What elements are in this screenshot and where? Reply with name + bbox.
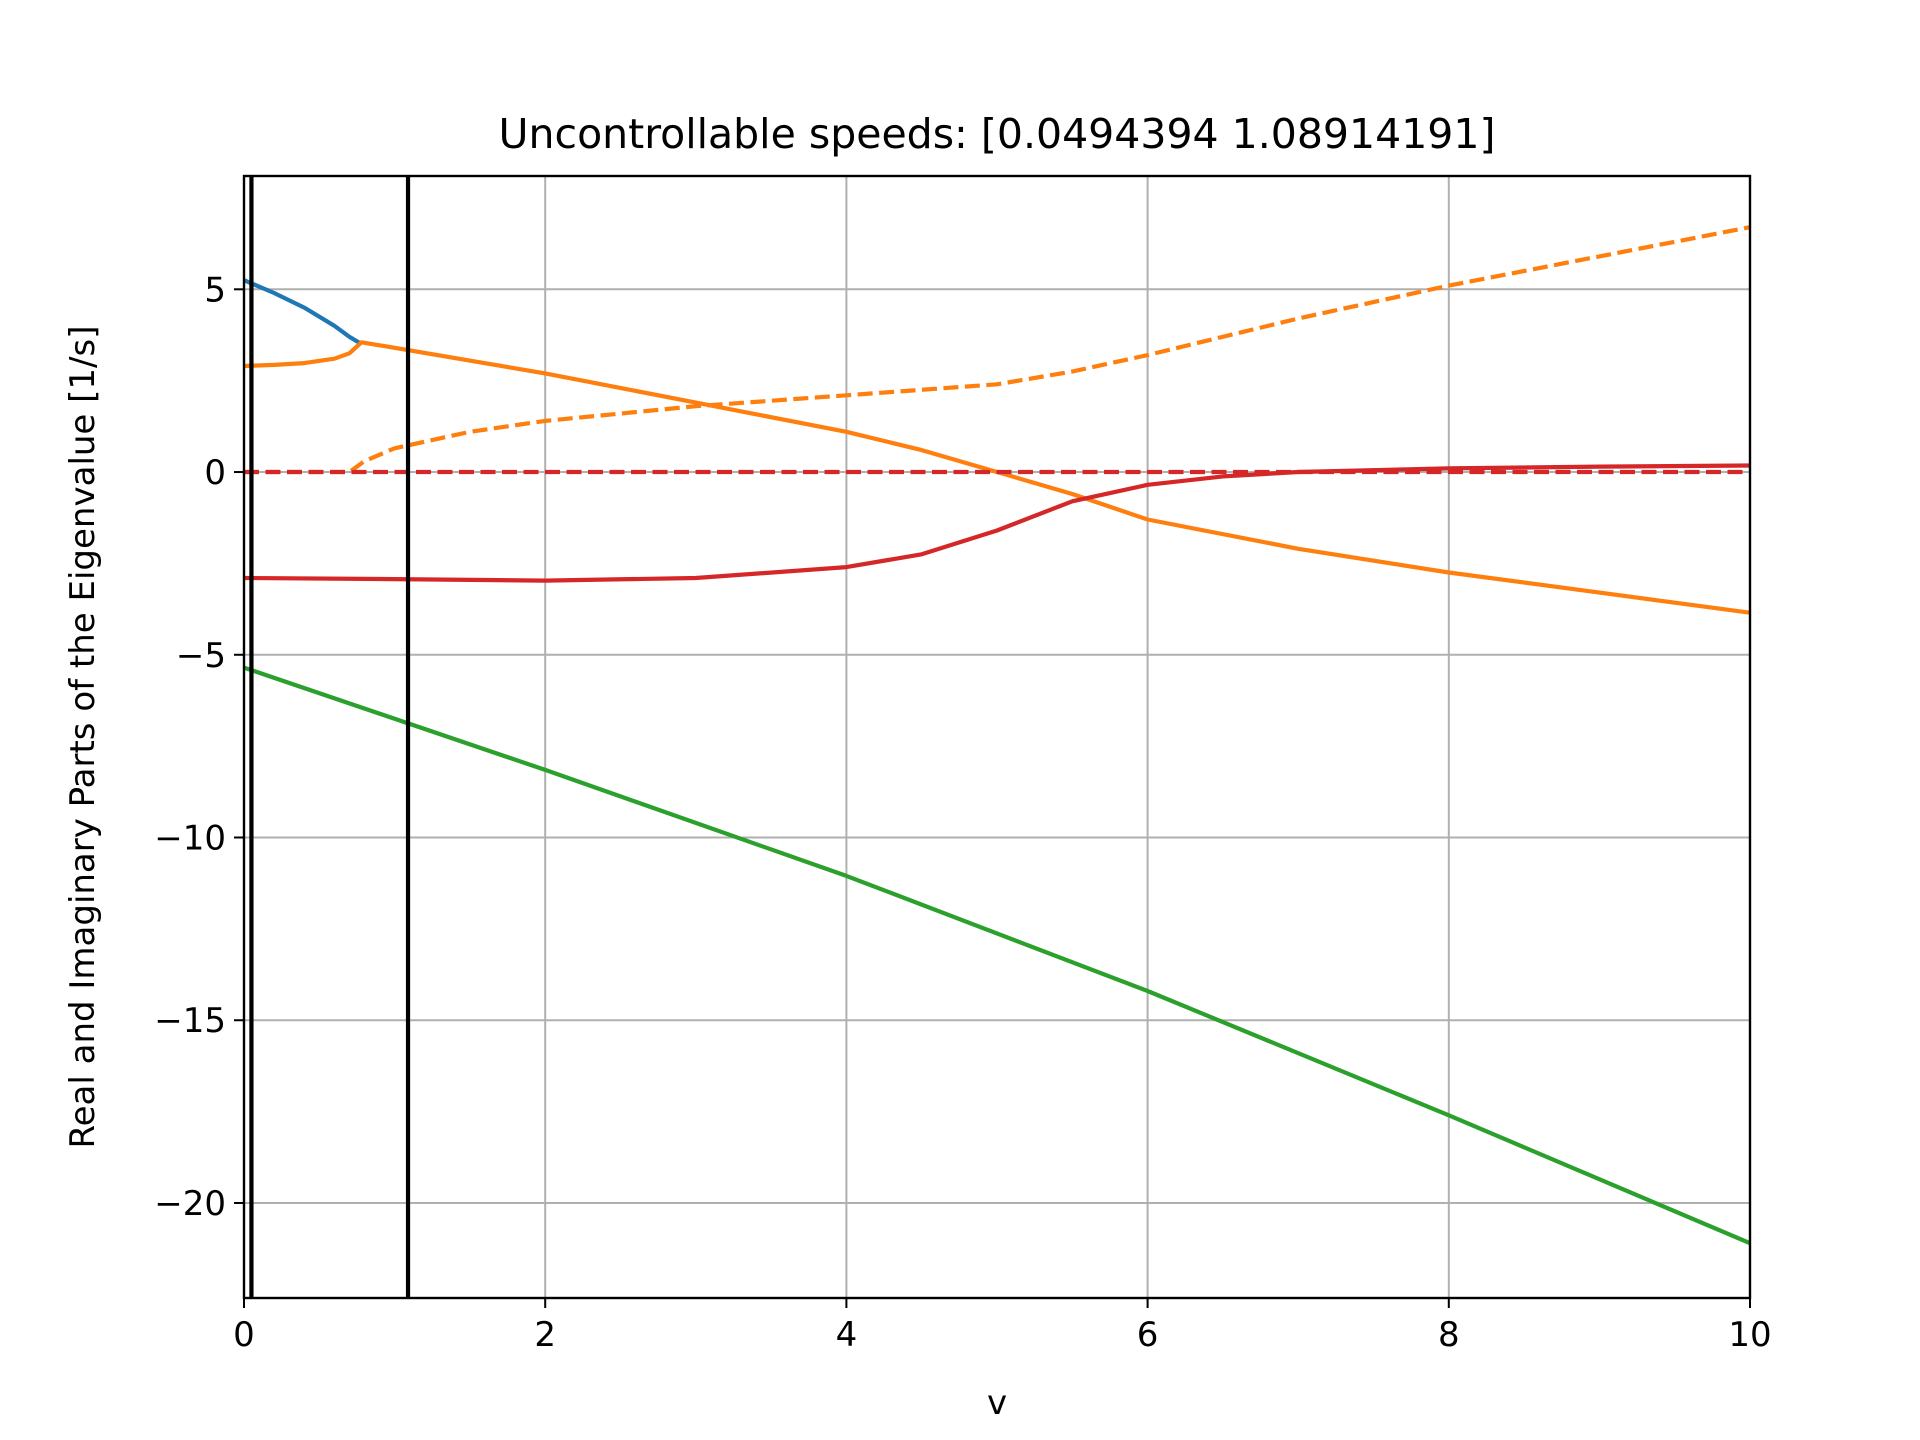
y-tick-label: −5 [176, 636, 226, 676]
x-axis-label: v [987, 1383, 1007, 1423]
y-tick-label: 0 [204, 453, 226, 493]
x-tick-label: 0 [233, 1315, 255, 1355]
x-axis-ticks: 0 2 4 6 8 10 [233, 1298, 1772, 1355]
series-line-6 [244, 665, 1750, 1246]
series-line-4 [244, 463, 1750, 583]
x-tick-label: 2 [534, 1315, 556, 1355]
plot-frame [242, 174, 1752, 1300]
vertical-lines [249, 176, 411, 1298]
series-line-2 [244, 340, 1750, 615]
series-layer [244, 225, 1750, 1246]
x-tick-label: 8 [1438, 1315, 1460, 1355]
y-tick-label: 5 [204, 270, 226, 310]
chart-title: Uncontrollable speeds: [0.0494394 1.0891… [499, 110, 1496, 158]
y-axis-label: Real and Imaginary Parts of the Eigenval… [63, 326, 103, 1149]
y-axis-ticks: −20 −15 −10 −5 0 5 [154, 270, 244, 1224]
x-tick-label: 6 [1137, 1315, 1159, 1355]
x-tick-label: 10 [1728, 1315, 1771, 1355]
series-line-1 [244, 278, 363, 346]
x-tick-label: 4 [836, 1315, 858, 1355]
y-tick-label: −20 [154, 1184, 226, 1224]
y-tick-label: −15 [154, 1001, 226, 1041]
y-tick-label: −10 [154, 819, 226, 859]
series-line-3 [244, 225, 1750, 475]
